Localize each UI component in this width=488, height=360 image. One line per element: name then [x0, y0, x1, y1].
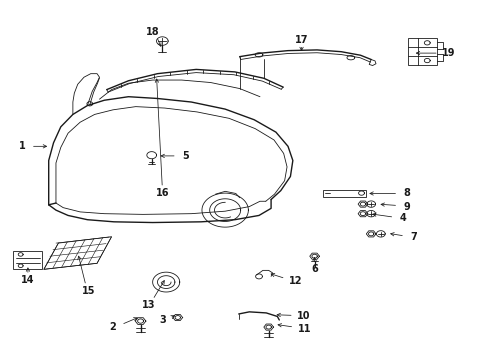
Text: 19: 19: [441, 48, 454, 58]
Text: 14: 14: [21, 275, 35, 285]
Text: 13: 13: [142, 300, 155, 310]
Text: 4: 4: [399, 213, 406, 223]
Polygon shape: [44, 237, 111, 269]
Text: 8: 8: [403, 189, 409, 198]
Text: 2: 2: [109, 322, 116, 332]
Text: 12: 12: [288, 276, 302, 286]
Polygon shape: [407, 38, 436, 65]
Text: 17: 17: [294, 35, 307, 45]
Text: 7: 7: [409, 233, 416, 242]
Text: 18: 18: [145, 27, 159, 37]
Text: 6: 6: [310, 264, 317, 274]
Text: 16: 16: [155, 189, 169, 198]
Text: 5: 5: [182, 151, 188, 161]
Text: 3: 3: [159, 315, 165, 325]
Polygon shape: [322, 190, 366, 197]
Text: 11: 11: [298, 324, 311, 334]
Polygon shape: [13, 251, 42, 269]
Text: 1: 1: [19, 141, 25, 151]
Text: 10: 10: [296, 311, 309, 321]
Text: 15: 15: [82, 285, 95, 296]
Text: 9: 9: [403, 202, 409, 212]
